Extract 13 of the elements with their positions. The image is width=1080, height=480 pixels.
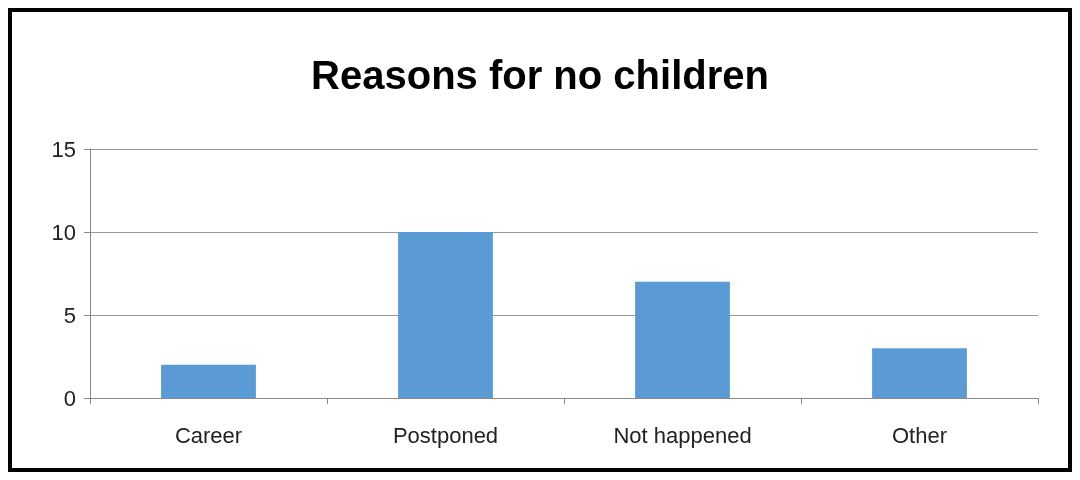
- y-tick-label: 5: [63, 302, 76, 328]
- y-tick-label: 15: [51, 136, 76, 162]
- bar: [872, 348, 967, 398]
- x-tick-label: Career: [174, 422, 243, 448]
- chart-title: Reasons for no children: [311, 53, 769, 97]
- bar: [161, 364, 256, 398]
- x-tick-label: Postponed: [392, 422, 499, 448]
- x-tick-label: Not happened: [613, 422, 752, 448]
- bar: [635, 281, 730, 398]
- bar: [398, 232, 493, 398]
- x-tick-label: Other: [891, 422, 948, 448]
- y-tick-label: 10: [51, 219, 76, 245]
- y-tick-label: 0: [63, 385, 76, 411]
